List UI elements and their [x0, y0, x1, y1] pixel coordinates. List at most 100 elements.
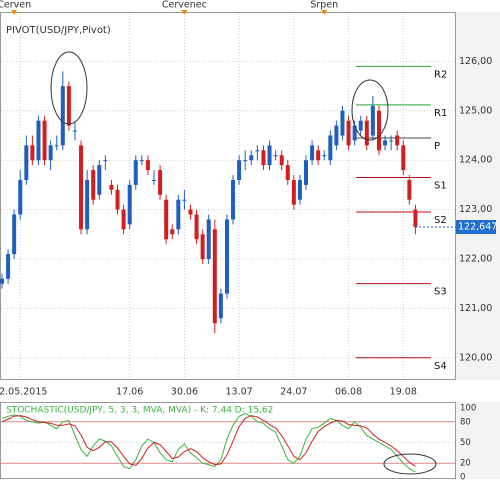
candle-body — [273, 155, 278, 157]
y-tick-label: 100 — [460, 404, 476, 414]
candle-body — [206, 219, 211, 259]
candle-body — [12, 214, 17, 255]
candle-body — [66, 86, 71, 126]
candle-body — [279, 155, 284, 166]
candle-body — [158, 170, 163, 195]
candle-body — [79, 145, 84, 230]
candle-body — [212, 229, 217, 324]
candle-body — [60, 86, 65, 146]
y-tick-label: 126,00 — [459, 56, 492, 67]
candle-body — [115, 189, 120, 210]
candle-body — [170, 229, 175, 235]
candle-body — [328, 135, 333, 161]
pivot-label: S2 — [434, 215, 447, 226]
pivot-label: S3 — [434, 287, 447, 298]
candle-body — [133, 160, 138, 185]
candle-body — [42, 120, 47, 161]
x-tick-label: 22.05.2015 — [0, 387, 47, 398]
y-tick-label: 125,00 — [459, 105, 492, 116]
x-tick-label: 24.07 — [280, 387, 307, 398]
candle-body — [376, 110, 381, 151]
candle-body — [91, 170, 96, 200]
candle-body — [401, 145, 406, 171]
candle-body — [200, 234, 205, 259]
month-label: Srpen — [310, 0, 338, 11]
candle-body — [18, 179, 23, 215]
pivot-label: S4 — [434, 361, 447, 372]
month-label: Červen — [0, 0, 31, 11]
candle-body — [352, 125, 357, 141]
candle-body — [291, 179, 296, 205]
candle-body — [267, 145, 272, 166]
candle-body — [127, 184, 132, 225]
pivot-label: S1 — [434, 180, 447, 191]
candle-body — [109, 184, 114, 190]
stoch-axis-panel — [456, 402, 500, 479]
month-marker — [321, 10, 328, 15]
main-panel — [0, 12, 456, 380]
x-tick-label: 13.07 — [226, 387, 253, 398]
y-tick-label: 0 — [460, 473, 465, 482]
candle-body — [85, 179, 90, 230]
y-tick-label: 124,00 — [459, 155, 492, 166]
highlight-ellipse — [351, 79, 389, 141]
y-tick-label: 122,00 — [459, 253, 492, 264]
candle-body — [182, 199, 187, 201]
x-tick-label: 19.08 — [390, 387, 417, 398]
candle-body — [389, 140, 394, 142]
candle-body — [30, 145, 35, 161]
candle-body — [255, 150, 260, 152]
candle-body — [310, 145, 315, 161]
candle-body — [322, 155, 327, 157]
stoch-panel — [0, 402, 456, 479]
candle-body — [6, 254, 11, 279]
candle-body — [152, 179, 156, 181]
chart-title: PIVOT(USD/JPY,Pivot) — [6, 25, 111, 36]
x-tick-label: 17.06 — [116, 387, 143, 398]
y-tick-label: 50 — [460, 438, 471, 448]
candle-body — [370, 105, 375, 136]
y-tick-label: 121,00 — [459, 303, 492, 314]
candle-body — [24, 145, 29, 180]
pivot-label: R2 — [434, 69, 447, 80]
candle-body — [145, 160, 150, 171]
pivot-label: R1 — [434, 108, 447, 119]
candle-body — [218, 293, 223, 319]
pivot-label: P — [434, 141, 440, 152]
candle-body — [237, 160, 242, 180]
candle-body — [395, 135, 400, 146]
candle-body — [334, 125, 339, 146]
candle-body — [0, 278, 4, 284]
candle-body — [121, 209, 126, 230]
candle-body — [243, 160, 248, 162]
candle-body — [304, 160, 308, 185]
stoch-line — [1, 412, 416, 473]
x-tick-label: 30.06 — [171, 387, 198, 398]
candle-body — [97, 165, 102, 195]
month-marker — [181, 10, 188, 15]
candle-body — [139, 160, 144, 162]
candle-body — [358, 120, 363, 131]
last-price-box — [456, 220, 496, 235]
x-tick-label: 06.08 — [335, 387, 362, 398]
candle-body — [72, 130, 77, 132]
y-tick-label: 20 — [460, 459, 471, 469]
candle-body — [340, 110, 345, 136]
candle-body — [316, 150, 321, 161]
candle-body — [224, 219, 229, 294]
candle-body — [413, 209, 418, 228]
candle-body — [285, 165, 290, 180]
candle-body — [249, 155, 254, 161]
month-label: Červenec — [162, 0, 207, 11]
stoch-line — [1, 415, 416, 467]
candle-body — [297, 179, 302, 200]
candle-body — [364, 120, 369, 146]
candle-body — [194, 214, 199, 240]
candle-body — [54, 145, 59, 147]
y-tick-label: 80 — [460, 417, 471, 427]
last-price-label: 122,647 — [458, 222, 497, 233]
candle-body — [346, 120, 351, 146]
highlight-ellipse — [50, 51, 88, 125]
